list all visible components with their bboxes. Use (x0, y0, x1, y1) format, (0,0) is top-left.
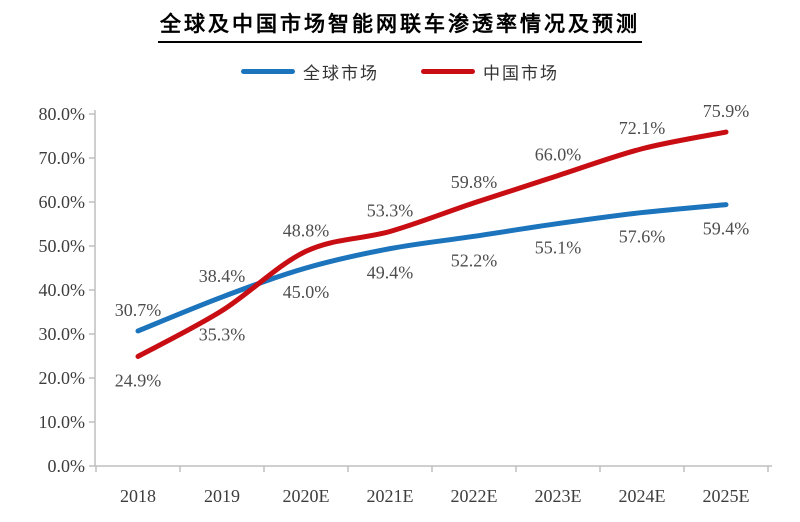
y-tick-label: 80.0% (39, 104, 86, 124)
y-tick-label: 50.0% (39, 236, 86, 256)
data-label-global: 49.4% (367, 263, 414, 283)
data-label-global: 59.4% (703, 219, 750, 239)
legend-item-china-market: 中国市场 (421, 59, 559, 84)
data-label-global: 38.4% (199, 266, 246, 286)
data-label-global: 52.2% (451, 250, 498, 270)
y-tick-label: 70.0% (39, 148, 86, 168)
legend-label-china-market: 中国市场 (483, 64, 559, 83)
data-label-china: 35.3% (199, 325, 246, 345)
x-tick-label: 2020E (283, 486, 330, 506)
x-tick-label: 2025E (703, 486, 750, 506)
y-tick-label: 30.0% (39, 324, 86, 344)
data-label-china: 59.8% (451, 172, 498, 192)
legend-item-global-market: 全球市场 (241, 59, 379, 84)
x-tick-label: 2022E (451, 486, 498, 506)
x-tick-label: 2018 (120, 486, 156, 506)
data-label-china: 48.8% (283, 220, 330, 240)
line-chart: 0.0% 10.0% 20.0% 30.0% 40.0% 50.0% 60.0% 70.0% 8… (39, 101, 772, 506)
data-label-china: 72.1% (619, 118, 666, 138)
x-tick-label: 2021E (367, 486, 414, 506)
data-label-china: 75.9% (703, 101, 750, 121)
data-label-global: 45.0% (283, 282, 330, 302)
title-row: 全球及中国市场智能网联车渗透率情况及预测 (0, 8, 800, 43)
china-market-line (135, 129, 729, 359)
x-tick-label: 2019 (204, 486, 240, 506)
y-tick-label: 10.0% (39, 412, 86, 432)
data-label-global: 57.6% (619, 227, 666, 247)
y-tick-label: 60.0% (39, 192, 86, 212)
x-tick-label: 2023E (535, 486, 582, 506)
chart-title: 全球及中国市场智能网联车渗透率情况及预测 (158, 8, 642, 43)
y-tick-label: 0.0% (48, 456, 86, 476)
legend-label-global-market: 全球市场 (303, 64, 379, 83)
y-tick-label: 40.0% (39, 280, 86, 300)
data-label-china: 24.9% (115, 370, 162, 390)
china-market-line-swatch (421, 69, 475, 74)
global-market-line (135, 202, 729, 334)
legend: 全球市场 中国市场 (0, 59, 800, 84)
data-label-china: 53.3% (367, 200, 414, 220)
data-label-global: 30.7% (115, 300, 162, 320)
data-label-china: 66.0% (535, 145, 582, 165)
x-tick-label: 2024E (619, 486, 666, 506)
y-tick-label: 20.0% (39, 368, 86, 388)
data-label-global: 55.1% (535, 238, 582, 258)
global-market-line-swatch (241, 69, 295, 74)
